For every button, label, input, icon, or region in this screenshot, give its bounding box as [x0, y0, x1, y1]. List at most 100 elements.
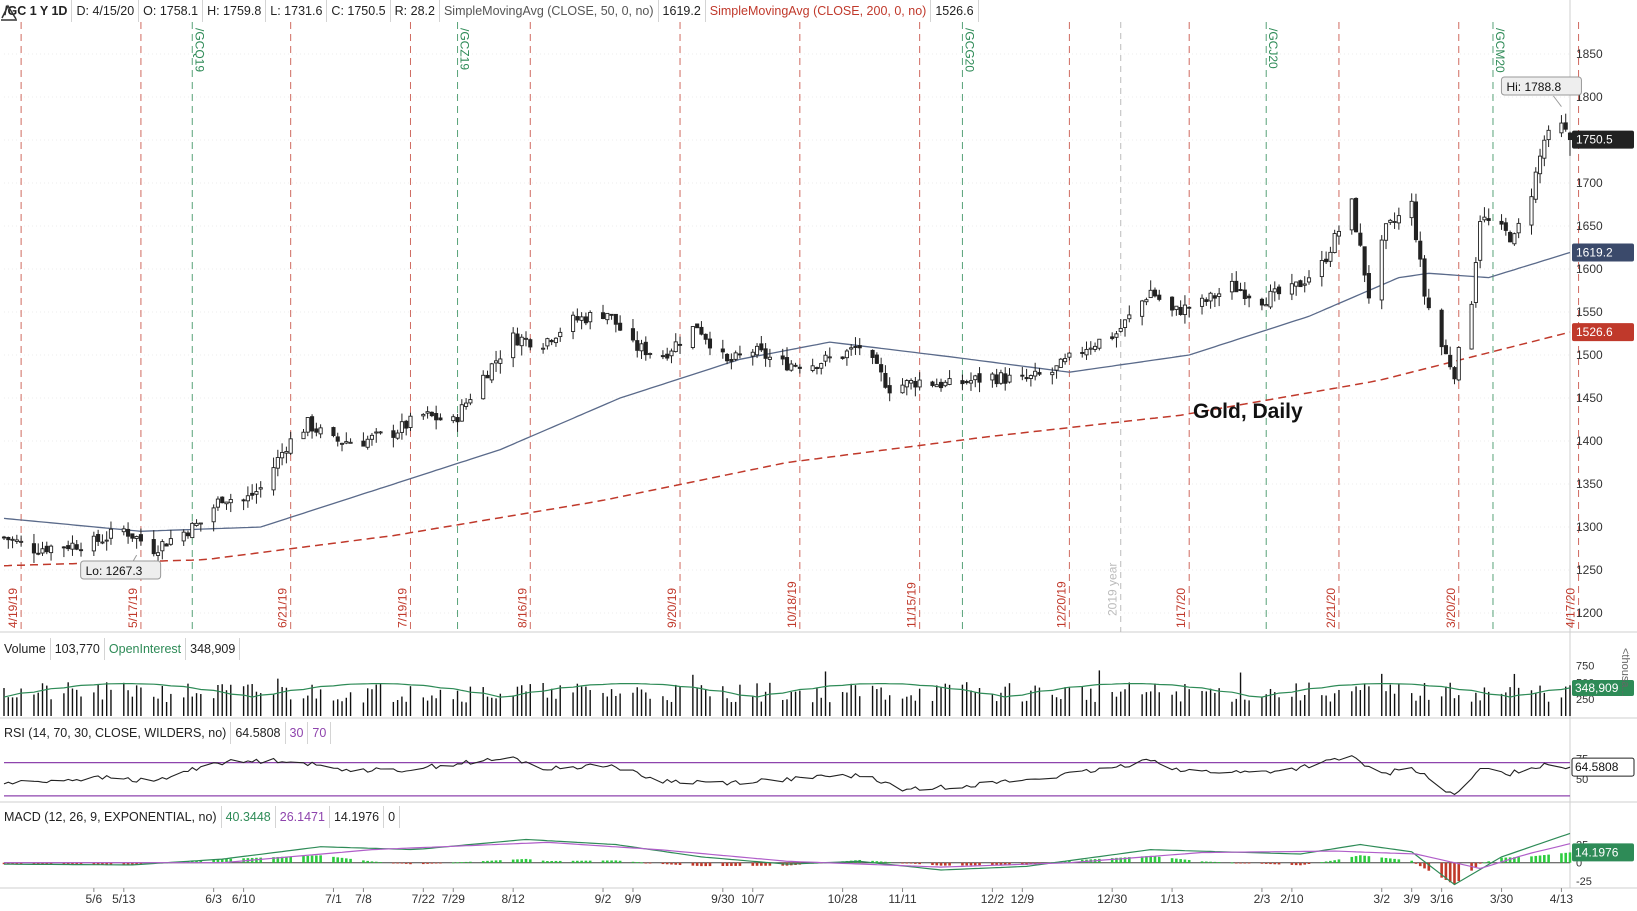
- macd-histogram-bar: [1440, 862, 1443, 878]
- candle-body: [1199, 297, 1205, 307]
- candle-body: [1478, 221, 1483, 261]
- candle-body: [361, 440, 366, 447]
- macd-histogram-bar: [101, 862, 104, 865]
- price-tick-label: 1350: [1576, 477, 1603, 491]
- rsi-study-label[interactable]: RSI (14, 70, 30, CLOSE, WILDERS, no): [0, 722, 232, 744]
- candle-body: [1302, 283, 1307, 286]
- macd-histogram-bar: [272, 857, 275, 863]
- macd-histogram-bar: [1127, 857, 1131, 863]
- macd-histogram-bar: [546, 861, 549, 863]
- candle-body: [1452, 367, 1457, 380]
- macd-histogram-bar: [674, 862, 678, 865]
- drawing-tool-icon[interactable]: [0, 3, 18, 21]
- macd-histogram-bar: [1414, 862, 1418, 864]
- macd-histogram-bar: [306, 855, 310, 863]
- macd-histogram-bar: [528, 859, 532, 863]
- main-panel-header: /GC 1 Y 1D D: 4/15/20 O: 1758.1 H: 1759.…: [0, 0, 979, 22]
- candle-body: [1174, 305, 1179, 310]
- candle-body: [879, 364, 884, 373]
- candle-body: [643, 341, 648, 356]
- candle-body: [665, 353, 670, 359]
- sma200-study-label[interactable]: SimpleMovingAvg (CLOSE, 200, 0, no): [706, 0, 932, 22]
- option-expiration-label: 4/19/19: [6, 588, 20, 628]
- macd-histogram-bar: [131, 862, 134, 865]
- candle-body: [1392, 221, 1397, 223]
- macd-histogram-bar: [302, 855, 305, 863]
- macd-histogram-bar: [1324, 861, 1328, 863]
- candle-body: [1264, 304, 1269, 307]
- candle-body: [224, 501, 229, 505]
- macd-histogram-bar: [1517, 857, 1520, 863]
- macd-histogram-bar: [499, 860, 502, 863]
- candle-body: [288, 438, 293, 454]
- x-tick-label: 9/30: [711, 892, 735, 906]
- macd-histogram-bar: [1444, 862, 1448, 880]
- macd-histogram-bar: [914, 862, 917, 864]
- candle-body: [1276, 286, 1282, 295]
- x-tick-label: 3/9: [1403, 892, 1420, 906]
- macd-histogram-bar: [1157, 856, 1161, 863]
- option-expiration-label: 11/15/19: [905, 582, 919, 628]
- symbol-label[interactable]: /GC 1 Y 1D: [0, 0, 73, 22]
- candle-body: [40, 548, 45, 554]
- volume-study-label[interactable]: Volume: [0, 638, 51, 660]
- price-tick-label: 1500: [1576, 348, 1603, 362]
- option-expiration-label: 8/16/19: [515, 588, 529, 628]
- macd-histogram-bar: [1397, 859, 1401, 863]
- open-interest-label[interactable]: OpenInterest: [105, 638, 187, 660]
- candle-body: [455, 417, 460, 423]
- open-interest-line: [3, 683, 1571, 698]
- candle-body: [228, 499, 233, 504]
- candle-body: [793, 364, 798, 367]
- macd-histogram-bar: [888, 862, 891, 863]
- macd-histogram-bar: [1277, 862, 1281, 865]
- x-tick-label: 6/3: [205, 892, 222, 906]
- candle-body: [797, 366, 802, 369]
- candle-body: [943, 381, 948, 387]
- candle-body: [31, 543, 37, 554]
- candle-body: [1413, 201, 1419, 241]
- candle-body: [164, 543, 169, 547]
- candle-body: [1084, 348, 1089, 356]
- macd-histogram-bar: [1320, 862, 1324, 863]
- candle-body: [1319, 259, 1324, 278]
- candle-body: [160, 541, 165, 552]
- candle-body: [1037, 372, 1042, 375]
- candle-body: [1306, 277, 1312, 283]
- macd-study-label[interactable]: MACD (12, 26, 9, EXPONENTIAL, no): [0, 806, 222, 828]
- macd-histogram-bar: [494, 860, 498, 863]
- macd-histogram-bar: [931, 862, 934, 866]
- candle-body: [583, 316, 588, 324]
- candle-body: [220, 496, 225, 504]
- x-tick-label: 9/9: [625, 892, 642, 906]
- candle-body: [1259, 298, 1264, 306]
- macd-histogram-bar: [426, 862, 429, 864]
- macd-histogram-bar: [1260, 862, 1264, 864]
- candle-body: [1409, 200, 1414, 219]
- macd-histogram-bar: [1393, 858, 1396, 863]
- macd-histogram-bar: [96, 862, 100, 865]
- candle-body: [1516, 222, 1521, 234]
- candle-body: [489, 363, 494, 381]
- hi-callout: Hi: 1788.8: [1500, 76, 1582, 96]
- candle-body: [138, 534, 143, 542]
- candle-body: [990, 373, 995, 381]
- candle-body: [763, 348, 768, 359]
- macd-histogram-bar: [1478, 862, 1482, 864]
- sma200-price-tag-bg: [1572, 323, 1634, 342]
- x-tick-label: 4/13: [1550, 892, 1574, 906]
- candle-body: [1328, 251, 1333, 262]
- x-tick-label: 10/7: [741, 892, 765, 906]
- candle-body: [1448, 354, 1453, 368]
- candle-body: [1234, 280, 1239, 293]
- candle-body: [434, 413, 439, 421]
- last-price-tag: 1750.5: [1576, 133, 1613, 147]
- price-tick-label: 1600: [1576, 262, 1603, 276]
- candle-body: [211, 507, 216, 523]
- candle-body: [669, 350, 674, 357]
- candle-body: [720, 348, 725, 353]
- macd-histogram-bar: [661, 862, 665, 865]
- rsi-value: 64.5808: [231, 722, 286, 744]
- sma50-study-label[interactable]: SimpleMovingAvg (CLOSE, 50, 0, no): [440, 0, 659, 22]
